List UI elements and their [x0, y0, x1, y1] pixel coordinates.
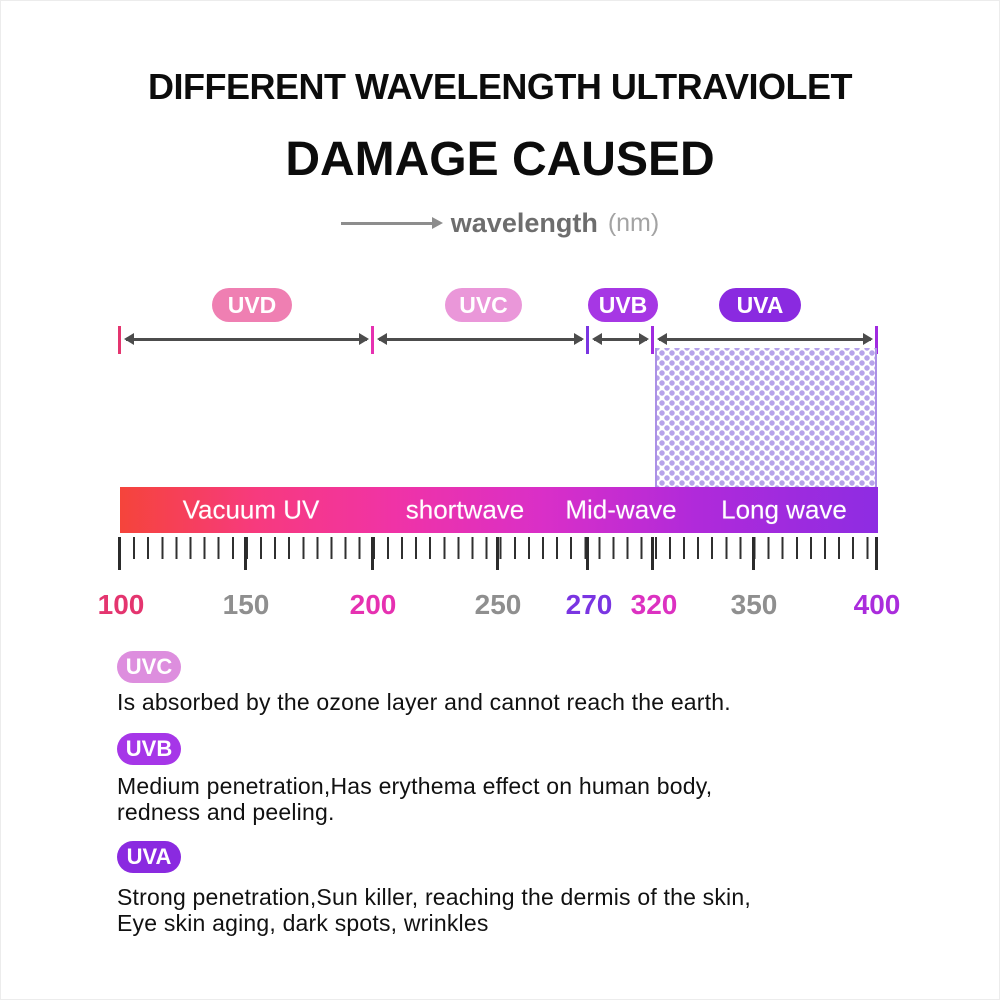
bar-label-shortwave: shortwave [405, 494, 525, 525]
band-pill-uvd: UVD [212, 288, 292, 322]
band-pill-uvc: UVC [445, 288, 522, 322]
scale-label-200: 200 [349, 589, 397, 620]
bar-label-mid-wave: Mid-wave [565, 494, 677, 525]
bar-label-vacuum-uv: Vacuum UV [182, 494, 320, 525]
ruler-major-tick-200 [371, 537, 374, 570]
ruler-minor-ticks [119, 537, 879, 559]
axis-span-uvb [592, 333, 649, 345]
band-pill-uvb: UVB [588, 288, 658, 322]
note-text-uvb-line2: redness and peeling. [117, 799, 335, 825]
wavelength-unit: (nm) [607, 209, 660, 237]
band-pill-uva: UVA [719, 288, 801, 322]
note-text-uva-line2: Eye skin aging, dark spots, wrinkles [117, 910, 489, 936]
note-pill-uvb: UVB [117, 733, 181, 765]
scale-label-270: 270 [565, 589, 613, 620]
scale-label-320: 320 [630, 589, 678, 620]
axis-span-uvd [124, 333, 369, 345]
ruler-major-tick-270 [586, 537, 589, 570]
spectrum-gradient-bar: Vacuum UV shortwave Mid-wave Long wave [120, 487, 878, 533]
note-text-uvc: Is absorbed by the ozone layer and canno… [117, 689, 731, 715]
scale-label-350: 350 [730, 589, 778, 620]
scale-label-100: 100 [97, 589, 145, 620]
uva-dotted-region [655, 348, 877, 487]
note-pill-uva: UVA [117, 841, 181, 873]
ruler-major-tick-150 [244, 537, 247, 570]
right-arrow-icon [340, 217, 443, 229]
note-text-uva: Strong penetration,Sun killer, reaching … [117, 884, 751, 936]
scale-label-150: 150 [222, 589, 270, 620]
page-subtitle: DAMAGE CAUSED [285, 133, 715, 186]
axis-span-uva [657, 333, 873, 345]
scale-label-400: 400 [853, 589, 901, 620]
axis-boundary-400 [875, 326, 878, 354]
axis-boundary-200 [371, 326, 374, 354]
ruler-major-tick-400 [875, 537, 878, 570]
wavelength-label: wavelength [450, 208, 598, 238]
note-text-uvc-line1: Is absorbed by the ozone layer and canno… [117, 689, 731, 715]
ruler-major-tick-320 [651, 537, 654, 570]
axis-span-uvc [377, 333, 584, 345]
ruler-major-tick-350 [752, 537, 755, 570]
page-title: DIFFERENT WAVELENGTH ULTRAVIOLET [148, 66, 852, 107]
note-text-uva-line1: Strong penetration,Sun killer, reaching … [117, 884, 751, 910]
axis-boundary-100 [118, 326, 121, 354]
note-text-uvb: Medium penetration,Has erythema effect o… [117, 773, 712, 825]
ruler-major-tick-250 [496, 537, 499, 570]
bar-label-long-wave: Long wave [721, 494, 847, 525]
axis-boundary-320 [651, 326, 654, 354]
wavelength-axis-header: wavelength (nm) [0, 208, 1000, 239]
note-pill-uvc: UVC [117, 651, 181, 683]
ruler-major-tick-100 [118, 537, 121, 570]
scale-label-250: 250 [474, 589, 522, 620]
note-text-uvb-line1: Medium penetration,Has erythema effect o… [117, 773, 713, 799]
axis-boundary-270 [586, 326, 589, 354]
